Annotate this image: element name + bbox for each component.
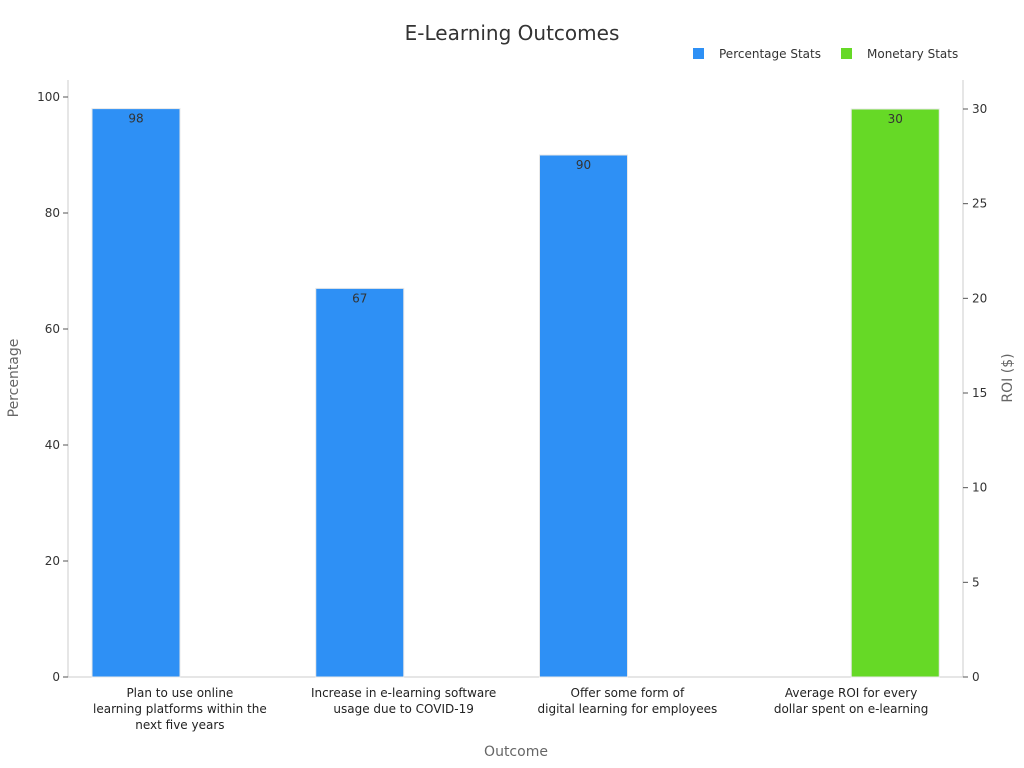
bar-value-label: 98 — [128, 112, 143, 126]
bar-monetary — [850, 108, 940, 678]
bars: 98 67 90 30 — [91, 108, 940, 678]
bar-percentage — [539, 154, 628, 678]
left-tick-label: 40 — [45, 438, 60, 452]
bar-percentage — [91, 108, 181, 678]
category-label: Offer some form of digital learning for e… — [538, 686, 718, 716]
x-axis-categories: Plan to use online learning platforms wit… — [93, 686, 928, 732]
left-tick-label: 0 — [52, 670, 60, 684]
legend-swatch — [693, 48, 704, 59]
right-tick-label: 20 — [972, 291, 987, 305]
right-tick-label: 15 — [972, 386, 987, 400]
legend: Percentage Stats Monetary Stats — [693, 47, 958, 61]
right-tick-label: 5 — [972, 575, 980, 589]
category-label: Average ROI for every dollar spent on e-l… — [774, 686, 929, 716]
left-y-axis: 0 20 40 60 80 100 — [37, 90, 68, 684]
left-tick-label: 60 — [45, 322, 60, 336]
legend-label: Percentage Stats — [719, 47, 821, 61]
legend-swatch — [841, 48, 852, 59]
x-axis-title: Outcome — [484, 744, 548, 760]
bar-value-label: 67 — [352, 291, 367, 305]
chart-title: E-Learning Outcomes — [405, 21, 620, 45]
bar-percentage — [315, 287, 405, 678]
legend-label: Monetary Stats — [867, 47, 958, 61]
right-tick-label: 10 — [972, 481, 987, 495]
bar-value-label: 90 — [576, 158, 591, 172]
y-axis-title: Percentage — [6, 339, 22, 418]
right-tick-label: 0 — [972, 670, 980, 684]
category-label: Plan to use online learning platforms wit… — [93, 686, 267, 732]
left-tick-label: 80 — [45, 206, 60, 220]
right-tick-label: 30 — [972, 102, 987, 116]
left-tick-label: 20 — [45, 554, 60, 568]
y2-axis-title: ROI ($) — [1000, 353, 1016, 402]
right-tick-label: 25 — [972, 197, 987, 211]
right-y-axis: 0 5 10 15 20 25 30 — [963, 102, 987, 684]
bar-value-label: 30 — [888, 112, 903, 126]
category-label: Increase in e-learning software usage due… — [311, 686, 496, 716]
left-tick-label: 100 — [37, 90, 60, 104]
